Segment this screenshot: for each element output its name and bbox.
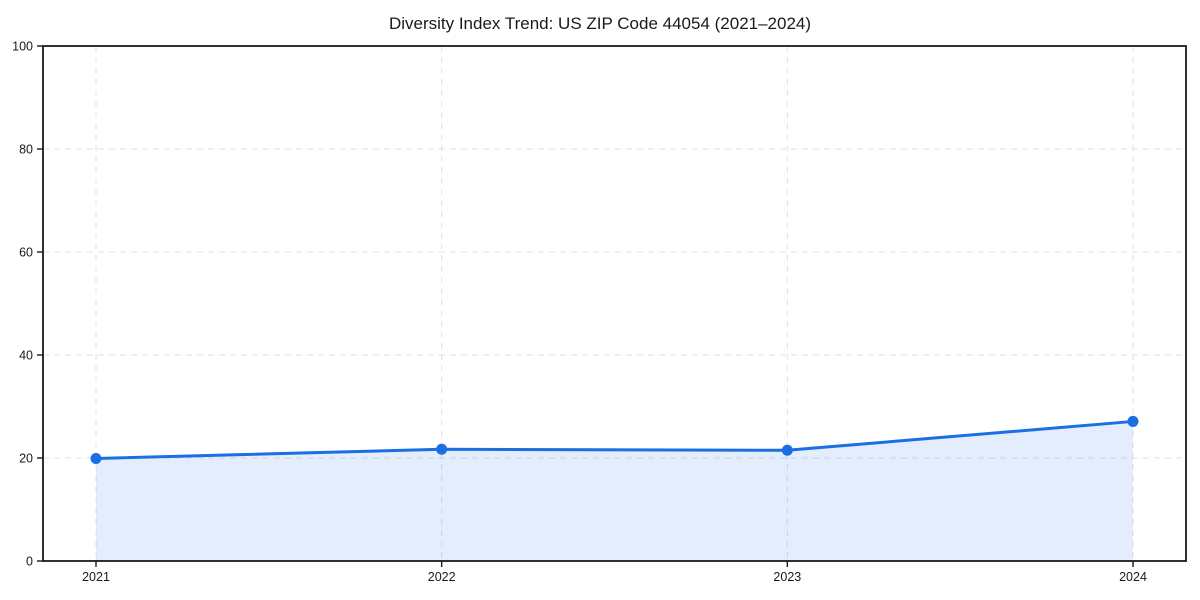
- plot-border: [42, 45, 1187, 562]
- x-tick-label-2024: 2024: [1119, 570, 1147, 584]
- chart-title: Diversity Index Trend: US ZIP Code 44054…: [388, 14, 812, 33]
- y-tick-label-0: 0: [26, 555, 33, 569]
- plot-area: [43, 46, 1186, 561]
- y-tick-label-40: 40: [19, 349, 33, 363]
- y-tick-label-100: 100: [12, 40, 33, 54]
- data-point-2024: [1127, 415, 1139, 427]
- data-point-2023: [781, 444, 793, 456]
- y-tick-label-80: 80: [19, 143, 33, 157]
- data-point-2021: [90, 453, 102, 465]
- x-tick-label-2021: 2021: [82, 570, 110, 584]
- x-tick-label-2022: 2022: [428, 570, 456, 584]
- x-tick-label-2023: 2023: [773, 570, 801, 584]
- trend-line: [94, 419, 1135, 461]
- y-tick-label-60: 60: [19, 246, 33, 260]
- data-point-2022: [436, 443, 448, 455]
- y-tick-label-20: 20: [19, 452, 33, 466]
- area-fill: [96, 421, 1133, 561]
